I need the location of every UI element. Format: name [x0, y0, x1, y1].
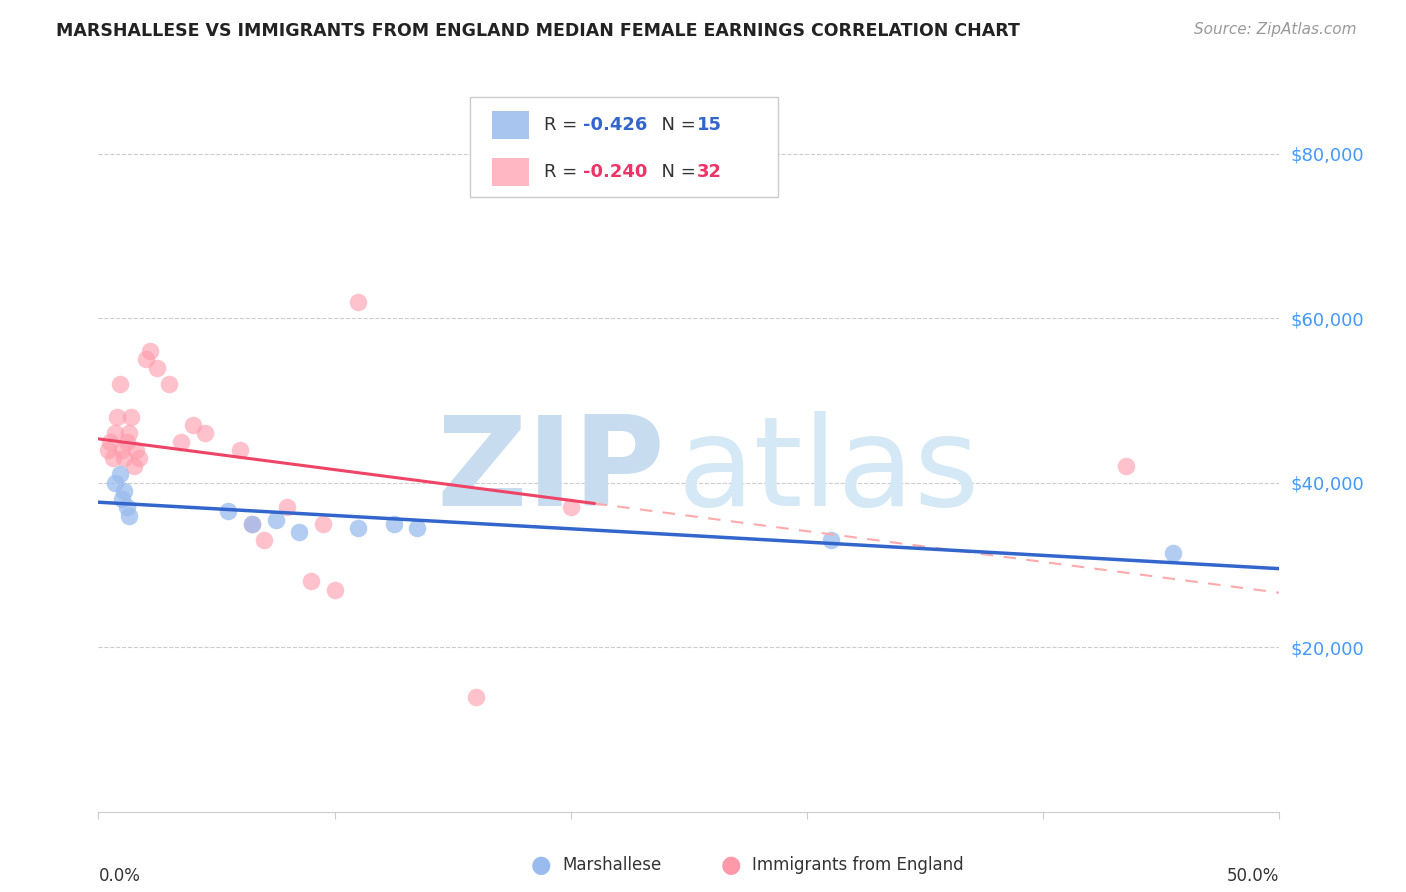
Point: [181, 418, 204, 433]
Point: [347, 521, 370, 535]
Text: ●: ●: [531, 854, 551, 877]
Point: [104, 426, 127, 441]
Point: [112, 450, 135, 465]
Point: [128, 450, 150, 465]
Point: [323, 582, 346, 597]
Point: [465, 690, 488, 704]
Point: [125, 442, 148, 457]
Text: -0.240: -0.240: [582, 163, 647, 181]
Text: Marshallese: Marshallese: [562, 856, 662, 874]
Point: [135, 352, 157, 367]
Point: [276, 500, 298, 515]
Text: -0.426: -0.426: [582, 116, 647, 135]
Point: [1161, 545, 1184, 560]
Point: [194, 426, 217, 441]
Text: N =: N =: [650, 116, 702, 135]
Text: 50.0%: 50.0%: [1227, 867, 1279, 885]
Text: R =: R =: [544, 163, 582, 181]
Point: [146, 360, 169, 375]
Point: [288, 524, 311, 539]
Point: [299, 574, 322, 589]
Text: 15: 15: [697, 116, 723, 135]
Text: atlas: atlas: [678, 410, 979, 532]
Text: Immigrants from England: Immigrants from England: [752, 856, 965, 874]
Text: 32: 32: [697, 163, 723, 181]
Bar: [492, 112, 530, 139]
Point: [98, 434, 121, 449]
Point: [253, 533, 276, 548]
Text: ●: ●: [721, 854, 741, 877]
Point: [229, 442, 252, 457]
Point: [121, 409, 143, 424]
Point: [264, 513, 287, 527]
Point: [111, 492, 134, 507]
Point: [97, 442, 120, 457]
Point: [240, 516, 263, 531]
Point: [347, 294, 370, 309]
Point: [312, 516, 335, 531]
Point: [104, 475, 127, 490]
Point: [108, 467, 131, 482]
Point: [139, 344, 162, 359]
Text: Source: ZipAtlas.com: Source: ZipAtlas.com: [1194, 22, 1357, 37]
Point: [115, 500, 138, 515]
Point: [240, 516, 263, 531]
Point: [1115, 459, 1137, 474]
Point: [157, 376, 180, 391]
Text: 0.0%: 0.0%: [98, 867, 141, 885]
Point: [820, 533, 842, 548]
Text: N =: N =: [650, 163, 702, 181]
Point: [115, 434, 138, 449]
Point: [382, 516, 405, 531]
Point: [108, 376, 131, 391]
Bar: [492, 158, 530, 186]
Point: [217, 504, 239, 518]
Text: ZIP: ZIP: [437, 410, 665, 532]
Point: [122, 459, 145, 474]
Point: [560, 500, 582, 515]
Text: R =: R =: [544, 116, 582, 135]
Bar: [471, 97, 778, 197]
Point: [105, 409, 128, 424]
Point: [112, 483, 135, 498]
Point: [101, 450, 124, 465]
Point: [406, 521, 429, 535]
Point: [111, 442, 134, 457]
Point: [170, 434, 193, 449]
Text: MARSHALLESE VS IMMIGRANTS FROM ENGLAND MEDIAN FEMALE EARNINGS CORRELATION CHART: MARSHALLESE VS IMMIGRANTS FROM ENGLAND M…: [56, 22, 1021, 40]
Point: [118, 508, 141, 523]
Point: [118, 426, 141, 441]
